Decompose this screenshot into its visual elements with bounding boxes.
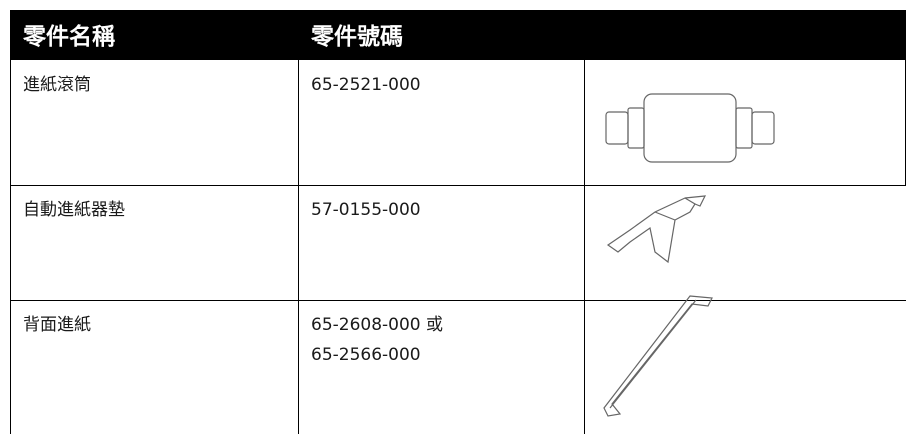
cell: 57-0155-000 bbox=[298, 185, 584, 300]
column-line bbox=[905, 10, 906, 185]
part-number: 65-2608-000 或 bbox=[311, 315, 444, 335]
column-line bbox=[584, 60, 585, 434]
part-name: 自動進紙器墊 bbox=[23, 200, 125, 220]
row-line bbox=[10, 185, 906, 186]
header-cell: 零件名稱 bbox=[10, 10, 298, 60]
header-text: 零件號碼 bbox=[311, 24, 403, 50]
back-feed-image bbox=[603, 295, 713, 417]
part-name: 進紙滾筒 bbox=[23, 75, 91, 95]
row-line bbox=[10, 300, 906, 301]
cell: 65-2521-000 bbox=[298, 60, 584, 185]
pad-image bbox=[606, 195, 707, 264]
roller-image bbox=[605, 93, 775, 163]
cell: 自動進紙器墊 bbox=[10, 185, 298, 300]
part-number: 65-2521-000 bbox=[311, 75, 421, 95]
header-cell: 零件號碼 bbox=[298, 10, 584, 60]
cell: 65-2608-000 或 65-2566-000 bbox=[298, 300, 584, 434]
part-name: 背面進紙 bbox=[23, 315, 91, 335]
part-number: 65-2566-000 bbox=[311, 345, 421, 365]
header-cell bbox=[584, 10, 906, 60]
part-number: 57-0155-000 bbox=[311, 200, 421, 220]
cell: 背面進紙 bbox=[10, 300, 298, 434]
cell: 進紙滾筒 bbox=[10, 60, 298, 185]
header-text: 零件名稱 bbox=[23, 24, 115, 50]
